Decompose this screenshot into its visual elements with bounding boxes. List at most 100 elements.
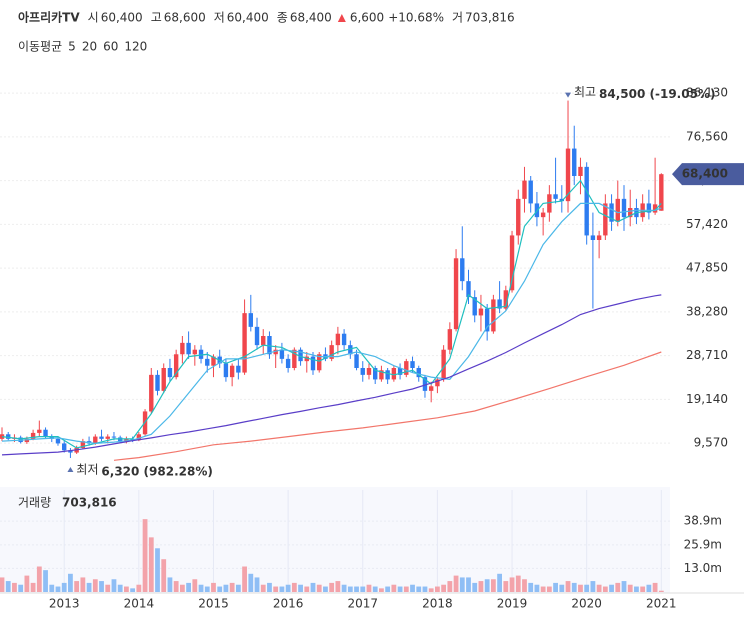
volume-bar	[99, 581, 104, 592]
low-note-text: 6,320 (982.28%)	[101, 464, 212, 478]
candle-body	[509, 235, 515, 291]
volume-bar	[130, 588, 136, 592]
candle-body	[167, 368, 173, 378]
volume-bar	[161, 559, 167, 592]
candle-body	[522, 180, 527, 199]
candle-body	[329, 345, 334, 359]
x-tick-label: 2021	[646, 597, 677, 611]
volume-bar	[105, 584, 111, 592]
volume-bar	[242, 566, 247, 592]
volume-bar	[459, 577, 465, 592]
volume-bar	[92, 579, 98, 592]
volume-bar	[86, 582, 92, 592]
volume-bar	[360, 586, 366, 592]
candle-body	[223, 363, 229, 378]
volume-bar	[634, 586, 639, 592]
volume-bar	[235, 584, 241, 592]
candle-body	[292, 349, 297, 368]
candle-body	[397, 368, 403, 375]
candle-body	[317, 354, 322, 371]
y-tick-label: 76,560	[686, 129, 728, 143]
volume-bar	[553, 582, 558, 592]
candle-body	[298, 349, 303, 362]
candle-body	[584, 166, 589, 236]
volume-bar	[609, 584, 614, 592]
volume-bar	[658, 590, 664, 592]
volume-bar	[316, 584, 322, 592]
x-tick-label: 2018	[422, 597, 453, 611]
candle-body	[565, 148, 571, 202]
candle-body	[596, 235, 602, 240]
candle-body	[180, 342, 185, 355]
header-text: 거	[452, 11, 463, 25]
volume-bar	[136, 584, 142, 592]
volume-bar	[584, 584, 590, 592]
volume-bar	[391, 584, 397, 592]
volume-title: 거래량	[18, 496, 51, 510]
y-tick-label: 86,130	[686, 86, 728, 100]
volume-bar	[49, 584, 55, 592]
volume-bar	[267, 582, 272, 592]
candle-body	[578, 166, 583, 176]
candle-body	[553, 194, 558, 199]
volume-bar	[397, 586, 403, 592]
volume-tick-label: 38.9m	[684, 514, 722, 528]
volume-bar	[167, 577, 173, 592]
volume-bar	[640, 586, 646, 592]
candle-body	[279, 349, 285, 359]
candle-body	[528, 180, 533, 204]
volume-bar	[36, 566, 42, 592]
volume-bar	[503, 581, 509, 592]
x-tick-label: 2017	[347, 597, 378, 611]
volume-bar	[111, 579, 117, 592]
candle-body	[404, 361, 409, 375]
volume-bar	[217, 586, 223, 592]
volume-bar	[596, 584, 602, 592]
candle-body	[161, 368, 166, 391]
volume-bar	[478, 581, 484, 592]
candle-body	[267, 336, 272, 355]
candle-body	[497, 299, 502, 309]
volume-bar	[546, 586, 552, 592]
candle-body	[37, 429, 42, 433]
candle-body	[385, 370, 390, 380]
volume-bar	[341, 584, 347, 592]
candle-body	[447, 329, 453, 350]
candle-body	[466, 281, 471, 298]
header-text: 68,400	[290, 11, 332, 25]
volume-tick-label: 13.0m	[684, 561, 722, 575]
candle-body	[441, 349, 446, 380]
volume-bar	[74, 581, 80, 592]
volume-bar	[435, 586, 440, 592]
volume-bar	[223, 584, 229, 592]
x-tick-label: 2013	[49, 597, 80, 611]
volume-bar	[347, 586, 353, 592]
x-tick-label: 2014	[124, 597, 155, 611]
moving-average-line	[1, 179, 662, 449]
header-text: 종	[277, 11, 288, 25]
candle-body	[93, 436, 98, 444]
candle-body	[68, 450, 73, 453]
volume-bar	[484, 579, 490, 592]
candle-body	[659, 174, 664, 211]
volume-bar	[310, 582, 316, 592]
volume-bar	[565, 581, 571, 592]
candle-body	[366, 368, 372, 375]
header-text: 저	[214, 11, 225, 25]
candle-body	[416, 368, 421, 378]
candle-body	[192, 349, 198, 355]
candle-body	[348, 345, 353, 355]
volume-bar	[466, 577, 471, 592]
moving-average-line	[1, 202, 662, 445]
candle-body	[30, 432, 36, 439]
candle-body	[335, 333, 341, 346]
candle-body	[273, 349, 278, 355]
high-note-text: 84,500 (-19.05%)	[599, 87, 715, 101]
volume-bar	[24, 575, 30, 592]
volume-bar	[335, 581, 341, 592]
volume-bar	[453, 575, 459, 592]
candle-body	[559, 198, 564, 202]
volume-bar	[323, 586, 328, 592]
candle-body	[254, 326, 260, 346]
